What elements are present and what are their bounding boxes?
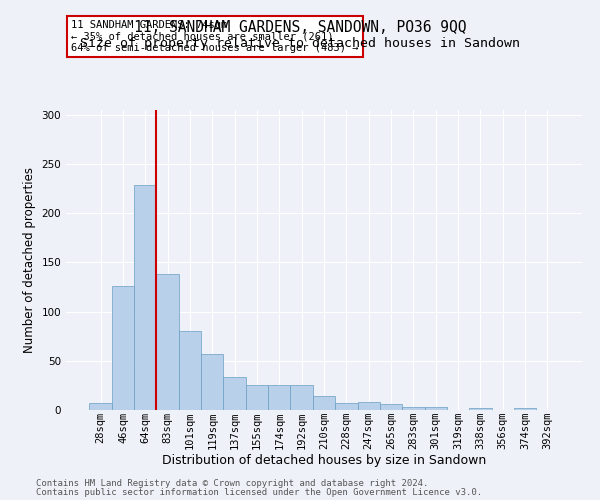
Bar — [179, 332, 201, 410]
Text: Contains HM Land Registry data © Crown copyright and database right 2024.: Contains HM Land Registry data © Crown c… — [36, 478, 428, 488]
Bar — [313, 396, 335, 410]
Bar — [246, 386, 268, 410]
Bar — [425, 407, 447, 410]
Bar — [514, 408, 536, 410]
Bar — [201, 354, 223, 410]
Bar — [89, 403, 112, 410]
Bar — [380, 404, 402, 410]
Bar — [268, 386, 290, 410]
Bar — [358, 402, 380, 410]
Text: Contains public sector information licensed under the Open Government Licence v3: Contains public sector information licen… — [36, 488, 482, 497]
Bar — [157, 274, 179, 410]
Text: 11, SANDHAM GARDENS, SANDOWN, PO36 9QQ: 11, SANDHAM GARDENS, SANDOWN, PO36 9QQ — [134, 20, 466, 35]
Bar — [402, 407, 425, 410]
Text: Size of property relative to detached houses in Sandown: Size of property relative to detached ho… — [80, 38, 520, 51]
Bar — [134, 185, 157, 410]
Y-axis label: Number of detached properties: Number of detached properties — [23, 167, 36, 353]
Bar — [223, 376, 246, 410]
Bar — [335, 403, 358, 410]
Bar — [290, 386, 313, 410]
X-axis label: Distribution of detached houses by size in Sandown: Distribution of detached houses by size … — [162, 454, 486, 468]
Text: 11 SANDHAM GARDENS: 74sqm
← 35% of detached houses are smaller (261)
64% of semi: 11 SANDHAM GARDENS: 74sqm ← 35% of detac… — [71, 20, 359, 53]
Bar — [469, 408, 491, 410]
Bar — [112, 286, 134, 410]
